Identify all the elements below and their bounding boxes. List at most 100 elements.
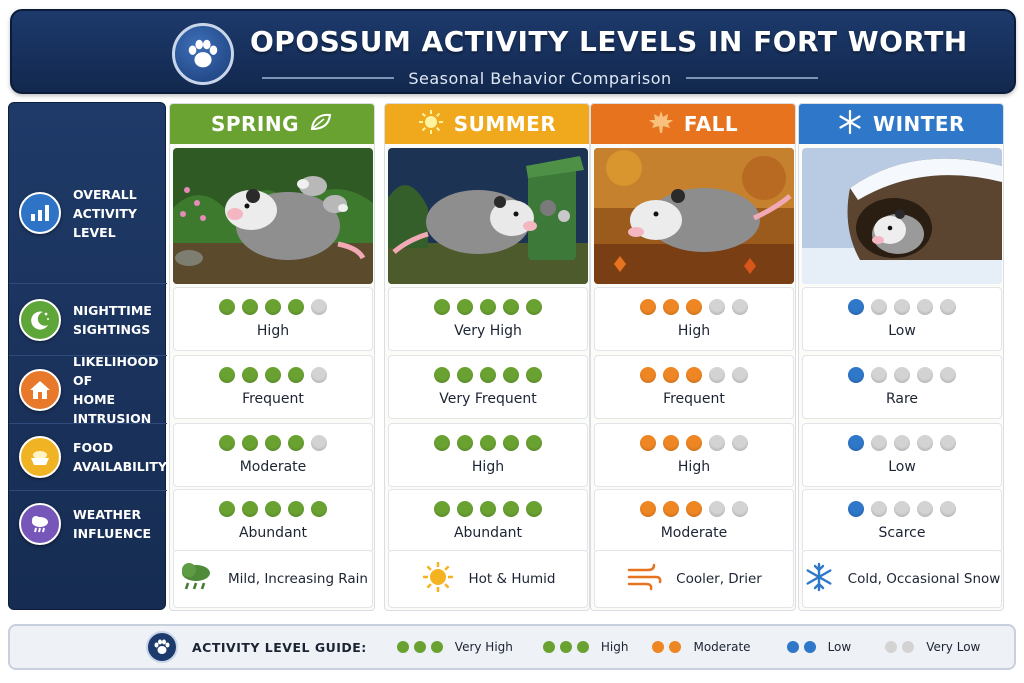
- rating-label: High: [677, 459, 711, 475]
- rating-dots: [848, 435, 956, 451]
- legend-dot: [669, 641, 682, 653]
- rating-dots: [640, 435, 748, 451]
- category-overall: OVERALL ACTIVITY LEVEL: [9, 143, 167, 283]
- season-header: SUMMER: [385, 104, 589, 144]
- rating-dots: [434, 299, 542, 315]
- rating-dot-empty: [917, 299, 933, 315]
- category-label-line2: ACTIVITY LEVEL: [73, 205, 137, 240]
- rating-cell-summer-overall: Very High: [388, 287, 588, 351]
- rating-dot-filled: [848, 501, 864, 517]
- rating-dot-filled: [457, 299, 473, 315]
- legend-label: Moderate: [693, 640, 751, 654]
- rating-label: Frequent: [663, 391, 725, 407]
- rating-dot-empty: [894, 435, 910, 451]
- legend-dots: [542, 641, 589, 653]
- rating-dot-filled: [503, 435, 519, 451]
- rating-dot-empty: [311, 435, 327, 451]
- rating-cell-spring-nighttime: Frequent: [173, 355, 373, 419]
- category-label-line2: AVAILABILITY: [73, 459, 167, 474]
- rating-dot-empty: [732, 501, 748, 517]
- weather-label: Cold, Occasional Snow: [847, 571, 1001, 587]
- rating-cell-fall-nighttime: Frequent: [594, 355, 794, 419]
- wind-icon: [626, 562, 662, 596]
- season-name: SPRING: [210, 112, 300, 136]
- season-column-winter: WINTER Low Rare L: [798, 103, 1004, 611]
- rating-cell-summer-nighttime: Very Frequent: [388, 355, 588, 419]
- rating-label: High: [677, 323, 711, 339]
- rating-dot-filled: [663, 435, 679, 451]
- rating-dots: [848, 501, 956, 517]
- rating-dot-filled: [686, 299, 702, 315]
- rating-dots: [640, 367, 748, 383]
- rating-dot-empty: [709, 367, 725, 383]
- legend-item-very-low: Very Low: [885, 640, 980, 654]
- rating-label: Abundant: [238, 525, 308, 541]
- legend-dot: [413, 641, 426, 653]
- rating-dot-filled: [219, 435, 235, 451]
- maple-leaf-icon: [648, 110, 674, 139]
- rating-dot-filled: [242, 299, 258, 315]
- season-column-spring: SPRING High: [169, 103, 375, 611]
- rating-label: High: [256, 323, 290, 339]
- rating-dots: [848, 299, 956, 315]
- legend-dot: [559, 641, 572, 653]
- legend-dot: [542, 641, 555, 653]
- rating-dot-filled: [663, 299, 679, 315]
- rating-dots: [434, 367, 542, 383]
- legend-label: Very High: [454, 640, 513, 654]
- rating-dot-filled: [457, 367, 473, 383]
- rating-dot-filled: [265, 501, 281, 517]
- rating-cell-winter-overall: Low: [802, 287, 1002, 351]
- rating-dot-filled: [503, 367, 519, 383]
- category-label-line2: HOME INTRUSION: [73, 391, 152, 426]
- rating-dot-filled: [503, 299, 519, 315]
- legend-dots: [652, 641, 682, 653]
- food-bowl-icon: [19, 436, 61, 478]
- rating-dot-filled: [219, 299, 235, 315]
- weather-label: Mild, Increasing Rain: [228, 571, 368, 587]
- leaf-icon: [309, 112, 333, 137]
- rating-dot-empty: [940, 299, 956, 315]
- rating-dot-filled: [686, 435, 702, 451]
- rating-cell-spring-food: Abundant: [173, 489, 373, 553]
- rating-label: Frequent: [242, 391, 304, 407]
- rating-dot-filled: [640, 435, 656, 451]
- rating-cell-fall-food: Moderate: [594, 489, 794, 553]
- rating-dot-filled: [242, 367, 258, 383]
- rating-dot-filled: [288, 367, 304, 383]
- legend-dot: [803, 641, 816, 653]
- rating-dot-empty: [732, 367, 748, 383]
- rating-dot-empty: [917, 435, 933, 451]
- rating-dot-filled: [242, 501, 258, 517]
- rating-dot-empty: [940, 367, 956, 383]
- season-header: FALL: [591, 104, 795, 144]
- rating-cell-summer-intrusion: High: [388, 423, 588, 487]
- legend-dot: [902, 641, 915, 653]
- rating-dot-filled: [526, 367, 542, 383]
- rating-dot-filled: [219, 367, 235, 383]
- weather-label: Hot & Humid: [468, 571, 556, 587]
- rating-cell-fall-overall: High: [594, 287, 794, 351]
- season-column-fall: FALL High Frequent: [590, 103, 796, 611]
- weather-cell-summer: Hot & Humid: [388, 550, 588, 608]
- rating-dot-filled: [848, 299, 864, 315]
- category-column: OVERALL ACTIVITY LEVEL NIGHTTIME SIGHTIN…: [8, 102, 167, 610]
- rating-dot-filled: [219, 501, 235, 517]
- rating-dot-filled: [480, 367, 496, 383]
- rating-label: Moderate: [660, 525, 728, 541]
- rating-label: Low: [888, 459, 916, 475]
- rating-dot-empty: [311, 367, 327, 383]
- rating-label: Low: [888, 323, 916, 339]
- rating-dot-filled: [434, 435, 450, 451]
- rating-cell-spring-overall: High: [173, 287, 373, 351]
- legend-label: High: [600, 640, 629, 654]
- activity-legend: ACTIVITY LEVEL GUIDE: Very High High Mod…: [8, 624, 1016, 670]
- rating-dot-empty: [311, 299, 327, 315]
- sun-icon: [418, 109, 444, 140]
- paw-icon: [172, 23, 234, 85]
- legend-label: Very Low: [926, 640, 981, 654]
- legend-dots: [885, 641, 915, 653]
- subtitle-divider-right: [685, 77, 818, 79]
- rating-dot-filled: [503, 501, 519, 517]
- legend-dot: [885, 641, 898, 653]
